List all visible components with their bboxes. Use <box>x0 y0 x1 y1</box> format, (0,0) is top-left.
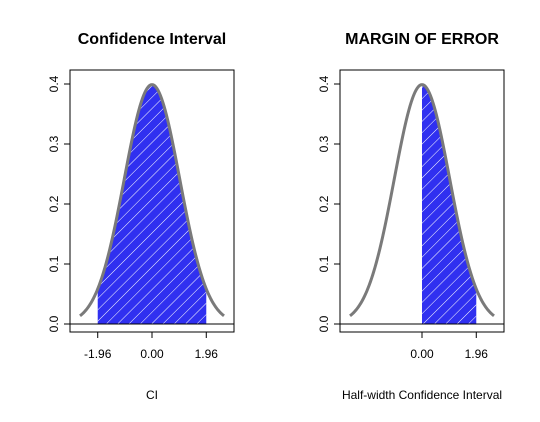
density-curve <box>349 83 495 318</box>
x-tick-label: 0.00 <box>410 347 434 361</box>
x-axis-label: Half-width Confidence Interval <box>342 388 502 402</box>
y-tick-label: 0.3 <box>317 135 331 152</box>
shaded-hatch <box>97 84 207 324</box>
shaded-hatch <box>422 84 477 324</box>
y-tick-label: 0.4 <box>317 75 331 92</box>
panel-margin-of-error: MARGIN OF ERROR 0.00.10.20.30.40.00 1.96 … <box>317 31 505 402</box>
y-tick-label: 0.2 <box>317 195 331 212</box>
x-axis-label: CI <box>146 388 158 402</box>
y-tick-label: 0.1 <box>47 255 61 272</box>
plot-area: 0.0 0.1 0.2 0.3 0.4 -1.96 0.00 1.96 <box>47 69 235 361</box>
y-tick-label: 0.2 <box>47 195 61 212</box>
density-curve <box>79 83 225 318</box>
y-tick-label: 0.0 <box>47 315 61 332</box>
x-tick-label: 1.96 <box>465 347 489 361</box>
y-tick-label: 0.1 <box>317 255 331 272</box>
chart-title: MARGIN OF ERROR <box>345 31 499 48</box>
panel-confidence-interval: Confidence Interval 0.0 0.1 0.2 0.3 0.4 -1.96… <box>47 31 235 402</box>
x-tick-label: 1.96 <box>195 347 219 361</box>
x-tick-label: 0.00 <box>140 347 164 361</box>
y-tick-label: 0.3 <box>47 135 61 152</box>
plot-area: 0.0 0.1 0.2 0.3 0.4 0.00 1.96 <box>317 69 505 361</box>
y-tick-label: 0.0 <box>317 315 331 332</box>
x-tick-label: -1.96 <box>84 347 112 361</box>
y-tick-label: 0.4 <box>47 75 61 92</box>
chart-title: Confidence Interval <box>78 31 226 48</box>
